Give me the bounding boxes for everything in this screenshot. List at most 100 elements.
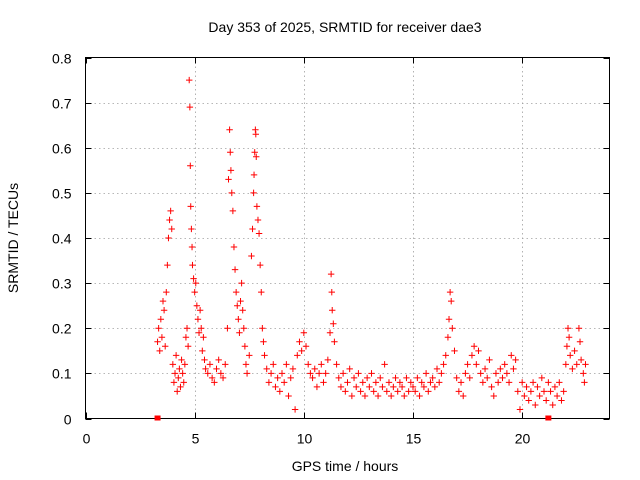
data-point — [569, 365, 576, 373]
data-point — [418, 379, 425, 386]
data-point — [339, 370, 347, 377]
data-point — [460, 392, 467, 400]
data-point — [464, 361, 471, 368]
data-point — [525, 397, 532, 404]
data-point — [346, 365, 353, 373]
data-point — [523, 383, 530, 391]
data-point — [202, 365, 209, 373]
data-point — [492, 370, 500, 377]
data-point — [211, 379, 218, 386]
data-point — [296, 338, 303, 345]
data-point — [344, 379, 351, 386]
data-point — [175, 374, 182, 382]
data-point — [355, 370, 362, 377]
data-point — [250, 171, 258, 179]
data-point — [333, 361, 340, 368]
data-point — [453, 374, 460, 382]
data-point — [260, 338, 267, 345]
data-point — [457, 379, 465, 386]
data-point — [272, 383, 279, 391]
data-point — [302, 343, 310, 350]
data-point — [409, 383, 417, 391]
data-point — [258, 288, 265, 296]
data-point — [265, 379, 273, 386]
data-point — [201, 356, 208, 364]
data-point — [324, 356, 332, 364]
data-point — [538, 374, 546, 382]
data-point — [390, 383, 397, 391]
data-point — [534, 383, 541, 391]
y-tick-label: 0.8 — [52, 51, 72, 67]
data-point — [230, 243, 238, 251]
data-point — [189, 261, 196, 269]
data-point — [229, 207, 237, 215]
data-point — [436, 379, 443, 386]
data-point — [405, 388, 412, 395]
data-point — [289, 365, 297, 373]
data-point — [251, 149, 258, 156]
data-point — [232, 288, 240, 296]
data-point — [529, 379, 537, 386]
axis-ticks: 0 0.1 0.2 0.3 0.4 0.5 0.6 0.7 0.8 0 5 10 15 20 — [52, 51, 610, 447]
data-point — [407, 379, 415, 386]
data-point — [231, 266, 239, 273]
y-tick-label: 0.6 — [52, 141, 72, 157]
data-point — [307, 370, 314, 377]
data-point — [414, 374, 421, 382]
y-tick-label: 0.4 — [52, 231, 72, 247]
x-tick-label: 0 — [83, 431, 91, 447]
data-point — [215, 356, 222, 364]
data-point — [287, 374, 294, 382]
data-point — [154, 338, 161, 345]
data-point — [267, 370, 275, 377]
data-point — [178, 356, 185, 364]
data-point — [161, 343, 169, 350]
data-point — [246, 352, 253, 359]
data-point — [206, 361, 214, 368]
data-point — [563, 343, 571, 350]
data-point — [234, 302, 241, 309]
data-point — [222, 361, 229, 368]
data-point — [499, 374, 506, 382]
data-point — [326, 329, 334, 336]
x-tick-label: 20 — [515, 431, 531, 447]
data-point — [227, 167, 235, 174]
data-point — [322, 370, 329, 377]
data-point — [532, 401, 539, 409]
data-point — [176, 365, 183, 373]
data-point — [191, 288, 198, 296]
data-point — [243, 370, 251, 377]
data-point — [514, 388, 521, 395]
data-point — [357, 388, 364, 395]
data-point — [562, 361, 570, 368]
data-point — [542, 397, 550, 404]
data-point — [278, 370, 286, 377]
data-point — [503, 370, 511, 377]
data-point — [580, 370, 587, 377]
data-point — [353, 383, 360, 391]
data-point — [438, 370, 445, 377]
data-point — [263, 365, 270, 373]
data-point — [370, 388, 377, 395]
data-point — [466, 374, 473, 382]
data-point — [449, 325, 456, 332]
data-point — [193, 302, 201, 309]
data-point — [551, 383, 559, 391]
y-tick-label: 0.3 — [52, 276, 72, 292]
data-point — [462, 370, 469, 377]
data-point — [440, 361, 447, 368]
data-point — [521, 392, 528, 400]
data-point — [327, 270, 335, 278]
data-point — [188, 243, 196, 251]
data-point — [194, 316, 202, 323]
data-point — [342, 388, 349, 395]
data-point — [577, 356, 585, 364]
data-point — [169, 361, 177, 368]
data-point — [174, 388, 181, 395]
data-point — [518, 379, 526, 386]
data-point — [582, 361, 589, 368]
data-point — [576, 338, 584, 345]
data-point — [242, 361, 250, 368]
data-point — [318, 361, 325, 368]
data-point — [411, 388, 419, 395]
